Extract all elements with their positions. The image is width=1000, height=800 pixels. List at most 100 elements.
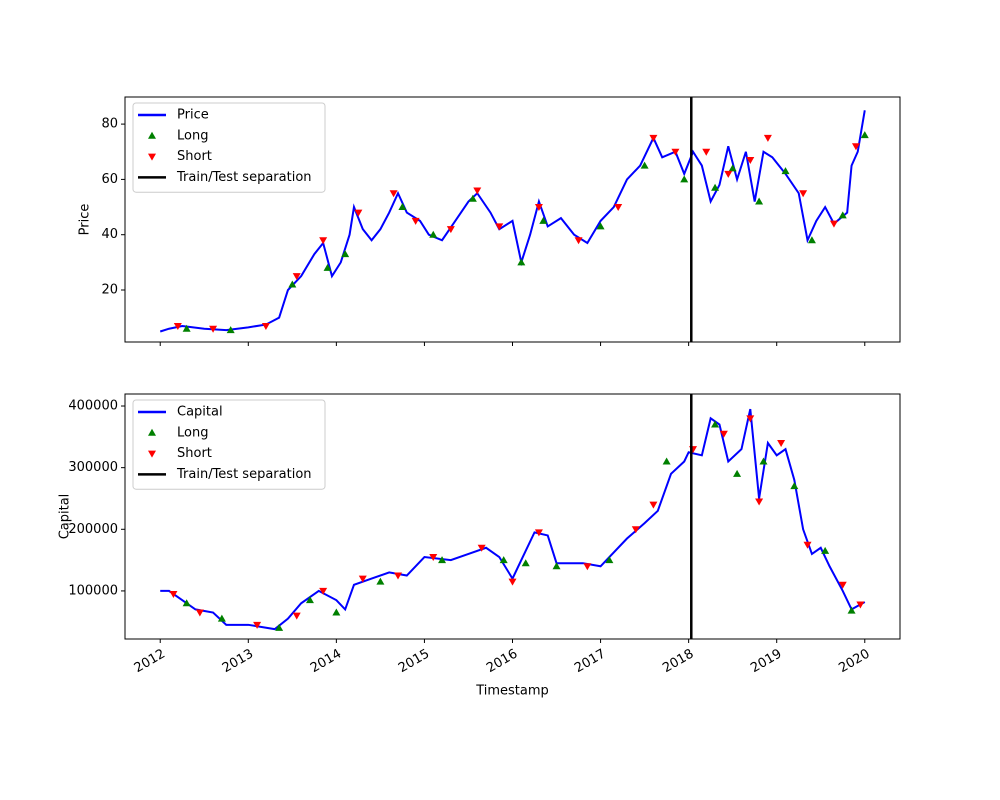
x-tick-label: 2018 [660,647,696,677]
short-marker [856,601,865,609]
legend-label: Short [177,149,212,164]
long-marker [552,562,561,570]
short-marker [838,581,847,589]
short-marker [614,204,623,212]
short-marker [534,529,543,537]
short-marker [389,190,398,198]
y-tick-label: 100000 [68,583,118,598]
long-marker [640,161,649,169]
short-marker [429,554,438,562]
long-marker [323,263,332,271]
short-marker [724,170,733,178]
long-marker [711,183,720,191]
legend-swatch [148,153,156,161]
short-marker [394,572,403,580]
long-marker [759,457,768,465]
short-marker [169,591,178,599]
long-marker [182,324,191,332]
short-marker [446,226,455,234]
short-marker [829,220,838,228]
long-marker [680,175,689,183]
short-marker [777,440,786,447]
short-marker [702,148,711,156]
long-marker [755,197,764,205]
long-marker [662,457,671,465]
legend: Capital Long Short Train/Test separation [132,399,326,490]
long-marker [728,164,737,172]
short-marker [719,430,728,438]
legend-label: Short [177,446,212,461]
y-tick-label: 300000 [68,460,118,475]
x-tick-label: 2016 [484,647,520,677]
legend: Price Long Short Train/Test separation [132,102,326,193]
short-marker [763,134,772,142]
x-tick-label: 2019 [748,647,784,677]
long-marker [499,556,508,564]
short-marker [411,217,420,225]
legend-label: Price [177,108,209,123]
legend-frame [132,399,326,490]
x-tick-label: 2015 [396,647,432,677]
y-tick-label: 20 [101,283,118,298]
short-marker [755,498,764,506]
legend-frame [132,102,326,193]
y-axis-label: Price [78,204,93,236]
long-marker [847,606,856,614]
long-marker [521,559,530,567]
long-marker [807,236,816,244]
y-axis-label: Capital [58,494,73,540]
short-marker [799,190,808,198]
short-marker [649,501,658,509]
legend-label: Capital [177,405,223,420]
short-marker [473,187,482,195]
y-tick-label: 400000 [68,399,118,414]
short-marker [746,415,755,423]
short-marker [319,237,328,245]
legend-label: Train/Test separation [176,170,312,185]
long-marker [733,469,742,477]
short-marker [319,587,328,595]
plot-frame [124,96,901,343]
long-marker [288,280,297,288]
long-marker [398,203,407,211]
short-marker [534,204,543,212]
legend-swatch [148,428,156,436]
short-marker [746,157,755,165]
short-marker [195,609,204,617]
x-tick-label: 2014 [308,647,344,677]
short-marker [803,541,812,549]
legend-label: Long [177,128,208,143]
long-marker [468,194,477,202]
long-marker [711,420,720,428]
short-marker [261,322,270,330]
long-marker [596,222,605,230]
x-tick-label: 2020 [836,647,872,677]
long-marker [790,482,799,490]
long-marker [605,556,614,564]
long-marker [275,623,284,631]
y-tick-label: 60 [101,172,118,187]
short-marker [292,273,301,281]
long-marker [438,556,447,564]
x-axis-label: Timestamp [475,684,549,699]
short-marker [354,209,363,217]
legend-label: Long [177,425,208,440]
short-marker [253,621,262,629]
long-marker [182,599,191,607]
long-marker [226,326,235,334]
long-marker [332,608,341,616]
x-tick-label: 2013 [220,647,256,677]
long-marker [376,577,385,585]
short-marker [292,612,301,620]
long-marker [860,131,869,139]
long-marker [539,216,548,224]
x-tick-label: 2012 [132,647,168,677]
short-marker [358,575,367,583]
short-marker [574,237,583,245]
long-marker [217,614,226,622]
y-tick-label: 80 [101,117,118,132]
short-marker [631,526,640,534]
long-marker [781,167,790,175]
y-tick-label: 200000 [68,522,118,537]
subplot: 20 40 60 80 Price Price Long Short Train/Test se… [78,96,901,346]
